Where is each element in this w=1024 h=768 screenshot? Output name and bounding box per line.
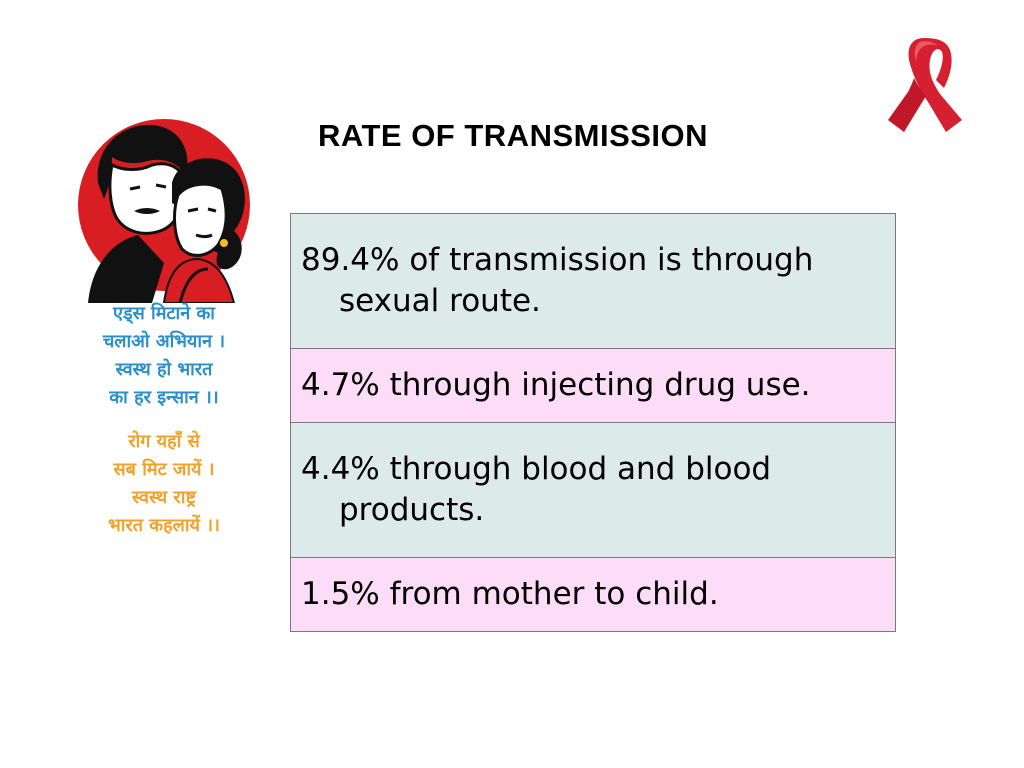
slogan-line: स्वस्थ हो भारत bbox=[115, 359, 213, 380]
cell-text: 4.7% through injecting drug use. bbox=[301, 367, 811, 403]
table-cell: 89.4% of transmission is through sexual … bbox=[290, 213, 896, 349]
cell-text: 4.4% through blood and blood products. bbox=[301, 451, 772, 528]
slogan-line: सब मिट जायें । bbox=[113, 459, 215, 480]
table-row: 89.4% of transmission is through sexual … bbox=[290, 213, 896, 349]
slogan-line: रोग यहाँ से bbox=[128, 431, 200, 452]
cell-text: 89.4% of transmission is through sexual … bbox=[301, 242, 814, 319]
table-row: 4.4% through blood and blood products. bbox=[290, 422, 896, 558]
table-cell: 4.4% through blood and blood products. bbox=[290, 422, 896, 558]
slogan-line: का हर इन्सान ।। bbox=[109, 387, 219, 408]
slogan-line: चलाओ अभियान । bbox=[102, 331, 226, 352]
hindi-slogan-orange: रोग यहाँ से सब मिट जायें । स्वस्थ राष्ट्… bbox=[74, 428, 254, 540]
table-cell: 4.7% through injecting drug use. bbox=[290, 348, 896, 423]
transmission-table: 89.4% of transmission is through sexual … bbox=[290, 213, 896, 632]
slogan-line: एड्स मिटाने का bbox=[113, 303, 215, 324]
table-row: 1.5% from mother to child. bbox=[290, 557, 896, 632]
slide-title: RATE OF TRANSMISSION bbox=[318, 118, 709, 153]
slogan-line: स्वस्थ राष्ट्र bbox=[132, 487, 196, 508]
cell-text: 1.5% from mother to child. bbox=[301, 576, 719, 612]
couple-emblem-icon bbox=[78, 119, 250, 303]
table-row: 4.7% through injecting drug use. bbox=[290, 348, 896, 423]
hindi-slogan-blue: एड्स मिटाने का चलाओ अभियान । स्वस्थ हो भ… bbox=[74, 300, 254, 412]
slogan-line: भारत कहलायें ।। bbox=[108, 515, 220, 536]
red-ribbon-icon bbox=[888, 38, 962, 132]
table-cell: 1.5% from mother to child. bbox=[290, 557, 896, 632]
